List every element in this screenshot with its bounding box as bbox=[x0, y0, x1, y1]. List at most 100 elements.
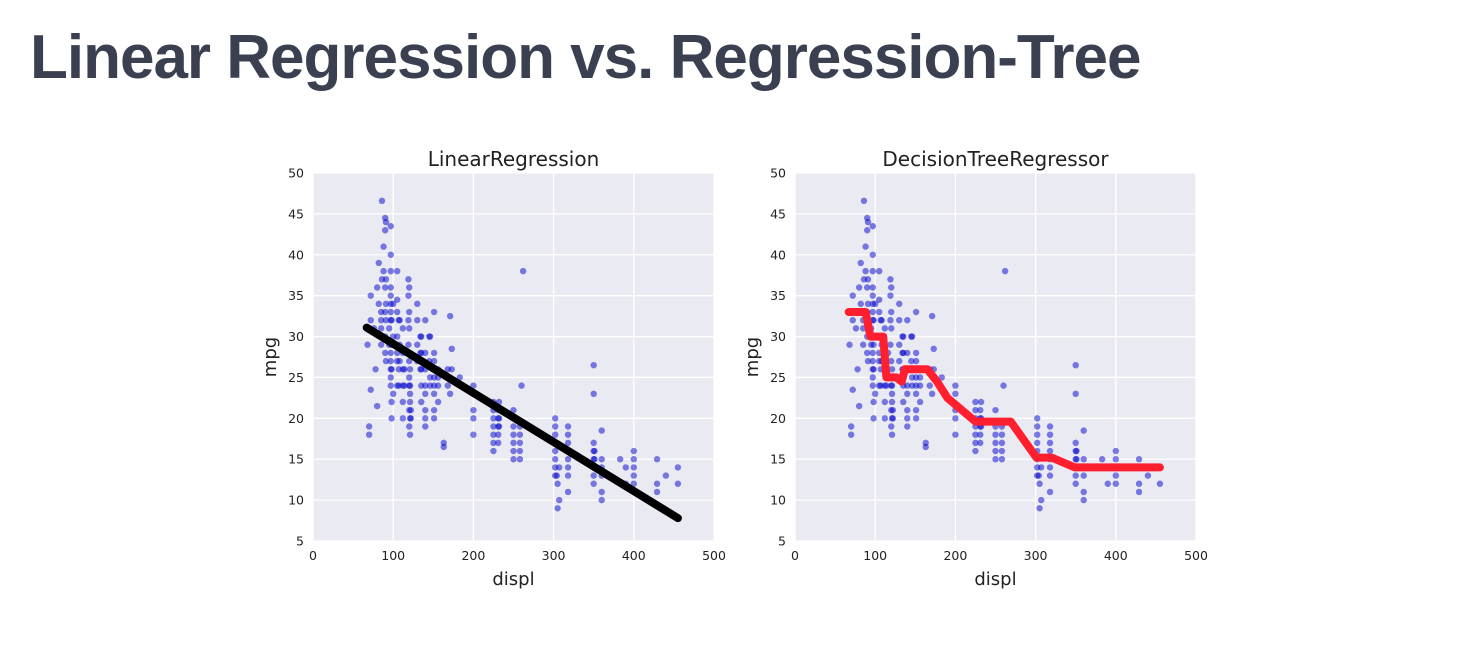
data-point bbox=[847, 431, 855, 438]
y-tick-label: 25 bbox=[288, 370, 304, 385]
data-point bbox=[904, 423, 911, 430]
data-point bbox=[930, 345, 937, 353]
data-point bbox=[872, 390, 879, 397]
data-point bbox=[864, 276, 872, 283]
data-point bbox=[382, 300, 390, 308]
data-point bbox=[382, 357, 390, 365]
data-point bbox=[972, 447, 979, 455]
data-point bbox=[869, 267, 876, 275]
plot-area bbox=[795, 173, 1196, 541]
data-point bbox=[470, 431, 477, 438]
data-point bbox=[1072, 472, 1079, 479]
data-point bbox=[1112, 447, 1120, 455]
data-point bbox=[564, 456, 572, 463]
data-point bbox=[1135, 456, 1143, 463]
data-point bbox=[388, 398, 395, 406]
data-point bbox=[591, 456, 598, 463]
y-tick-label: 50 bbox=[770, 166, 786, 181]
data-point bbox=[952, 431, 959, 438]
data-point bbox=[510, 423, 517, 430]
data-point bbox=[1034, 431, 1041, 438]
data-point bbox=[394, 296, 401, 303]
data-point bbox=[394, 308, 401, 316]
data-point bbox=[616, 456, 624, 463]
data-point bbox=[864, 300, 872, 308]
data-point bbox=[422, 390, 429, 397]
data-point bbox=[373, 284, 381, 291]
data-point bbox=[381, 227, 389, 234]
data-point bbox=[992, 406, 999, 414]
data-point bbox=[857, 259, 864, 267]
data-point bbox=[598, 496, 605, 504]
data-point bbox=[1035, 472, 1043, 479]
data-point bbox=[564, 472, 572, 479]
data-point bbox=[630, 456, 637, 463]
data-point bbox=[378, 197, 386, 205]
data-point bbox=[375, 300, 382, 308]
data-point bbox=[952, 415, 959, 422]
data-point bbox=[591, 447, 598, 455]
data-point bbox=[516, 447, 524, 455]
data-point bbox=[407, 415, 415, 422]
data-point bbox=[1046, 431, 1054, 438]
data-point bbox=[888, 431, 896, 438]
data-point bbox=[876, 267, 883, 275]
tree-fit-line bbox=[844, 308, 1164, 472]
data-point bbox=[590, 480, 597, 487]
data-point bbox=[674, 464, 682, 471]
data-point bbox=[387, 357, 394, 365]
data-point bbox=[1000, 382, 1007, 389]
y-axis-label: mpg bbox=[742, 337, 763, 377]
data-point bbox=[387, 349, 394, 357]
data-point bbox=[470, 415, 477, 422]
data-point bbox=[883, 382, 890, 389]
data-point bbox=[864, 218, 872, 226]
data-point bbox=[387, 382, 394, 389]
data-point bbox=[863, 349, 871, 357]
data-point bbox=[1080, 488, 1087, 496]
data-point bbox=[912, 390, 920, 397]
y-tick-label: 35 bbox=[288, 288, 304, 303]
data-point bbox=[863, 284, 871, 291]
data-point bbox=[888, 390, 896, 397]
data-point bbox=[900, 398, 907, 406]
data-point bbox=[1112, 480, 1120, 487]
data-point bbox=[870, 341, 877, 348]
data-point bbox=[904, 406, 911, 414]
data-point bbox=[405, 317, 412, 324]
data-point bbox=[490, 415, 497, 422]
data-point bbox=[888, 398, 896, 406]
data-point bbox=[952, 390, 959, 397]
data-point bbox=[364, 341, 371, 348]
data-point bbox=[406, 284, 413, 291]
data-point bbox=[396, 317, 403, 324]
data-point bbox=[446, 312, 454, 320]
data-point bbox=[887, 317, 894, 324]
y-tick-label: 5 bbox=[296, 534, 304, 549]
data-point bbox=[367, 386, 374, 393]
y-tick-label: 25 bbox=[770, 370, 786, 385]
data-point bbox=[630, 447, 637, 455]
data-point bbox=[888, 284, 895, 291]
data-point bbox=[896, 317, 903, 324]
data-point bbox=[1135, 488, 1143, 496]
y-tick-label: 35 bbox=[770, 288, 786, 303]
data-point bbox=[564, 488, 572, 496]
data-point bbox=[519, 267, 527, 275]
data-point bbox=[430, 349, 438, 357]
data-point bbox=[900, 333, 907, 340]
data-point bbox=[495, 415, 503, 422]
data-point bbox=[977, 406, 984, 414]
data-point bbox=[1046, 439, 1054, 447]
data-point bbox=[977, 431, 984, 438]
data-point bbox=[904, 415, 911, 422]
data-point bbox=[430, 357, 438, 365]
data-point bbox=[855, 402, 863, 410]
data-point bbox=[405, 341, 412, 348]
data-point bbox=[916, 374, 924, 381]
data-point bbox=[440, 443, 447, 451]
x-tick-label: 300 bbox=[542, 548, 566, 563]
data-point bbox=[1046, 447, 1054, 455]
data-point bbox=[630, 464, 637, 471]
data-point bbox=[554, 480, 561, 487]
